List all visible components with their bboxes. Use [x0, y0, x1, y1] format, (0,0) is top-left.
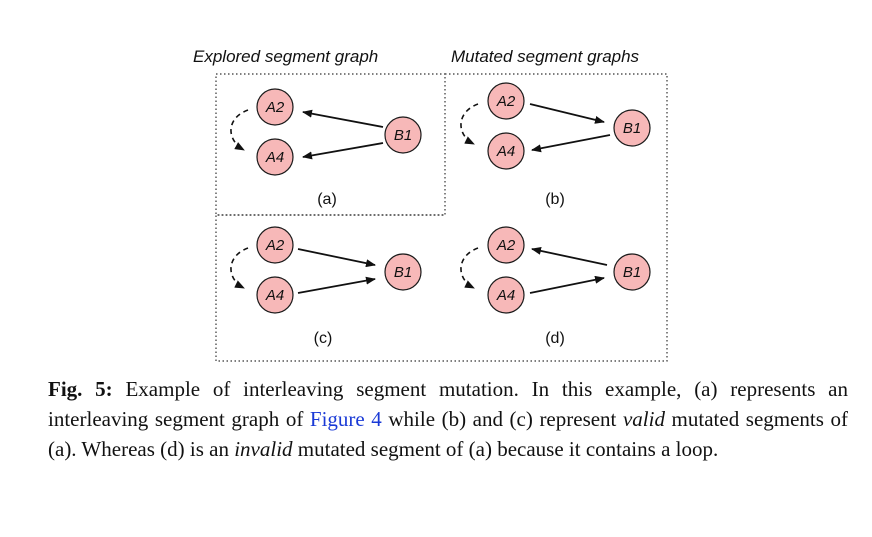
figure-caption: Fig. 5: Example of interleaving segment …: [48, 374, 848, 464]
node-a2: A2: [256, 226, 294, 264]
node-a4: A4: [487, 276, 525, 314]
node-a2: A2: [487, 82, 525, 120]
edge-b1-a4: [302, 142, 384, 160]
node-label: A2: [496, 237, 516, 254]
figure-diagram: Explored segment graph Mutated segment g…: [193, 47, 668, 362]
node-b1: B1: [384, 116, 422, 154]
mutated-graphs-box: [215, 73, 668, 362]
node-label: B1: [623, 264, 641, 281]
node-a4: A4: [256, 276, 294, 314]
caption-text: mutated segment of (a) because it contai…: [292, 437, 719, 461]
node-b1: B1: [613, 109, 651, 147]
node-label: A4: [265, 149, 284, 166]
panel-label-c: (c): [314, 330, 333, 347]
heading-mutated: Mutated segment graphs: [451, 47, 640, 66]
dashed-edge: [460, 247, 479, 289]
edge-b1-a2: [302, 109, 384, 128]
edge-a2-b1: [529, 103, 605, 124]
edge-b1-a2: [531, 246, 608, 266]
dashed-edge: [230, 109, 249, 151]
node-label: A4: [265, 287, 284, 304]
panel-c: A2 A4 B1 (c): [230, 226, 422, 347]
node-b1: B1: [384, 253, 422, 291]
node-a2: A2: [256, 88, 294, 126]
node-label: A2: [265, 99, 285, 116]
caption-text: Example of interleaving segment mutation…: [48, 377, 848, 431]
node-a4: A4: [487, 132, 525, 170]
caption-text: while (b) and (c) represent: [381, 407, 623, 431]
panel-label-b: (b): [545, 191, 565, 208]
edge-b1-a4: [531, 134, 611, 153]
node-a4: A4: [256, 138, 294, 176]
dashed-edge: [230, 247, 249, 289]
panel-label-a: (a): [317, 191, 337, 208]
node-label: B1: [394, 127, 412, 144]
panel-label-d: (d): [545, 330, 565, 347]
caption-emphasis-invalid: invalid: [234, 437, 293, 461]
figure-4-link[interactable]: Figure 4: [309, 407, 382, 431]
node-b1: B1: [613, 253, 651, 291]
panel-a: A2 A4 B1 (a): [230, 88, 422, 208]
node-label: B1: [623, 120, 641, 137]
node-label: A4: [496, 287, 515, 304]
node-label: A2: [265, 237, 285, 254]
dashed-edge: [460, 103, 479, 145]
panel-b: A2 A4 B1 (b): [460, 82, 651, 208]
caption-text: mutated segments of (a). Whereas (d) is …: [48, 407, 849, 461]
heading-explored: Explored segment graph: [193, 47, 378, 66]
edge-a4-b1: [297, 276, 376, 294]
figure-number: Fig. 5:: [48, 377, 113, 401]
node-label: A4: [496, 143, 515, 160]
node-a2: A2: [487, 226, 525, 264]
caption-emphasis-valid: valid: [622, 407, 665, 431]
explored-graph-box: [215, 73, 446, 216]
node-label: B1: [394, 264, 412, 281]
panel-d: A2 A4 B1 (d): [460, 226, 651, 347]
node-label: A2: [496, 93, 516, 110]
edge-a4-b1: [529, 275, 605, 294]
edge-a2-b1: [297, 248, 376, 268]
